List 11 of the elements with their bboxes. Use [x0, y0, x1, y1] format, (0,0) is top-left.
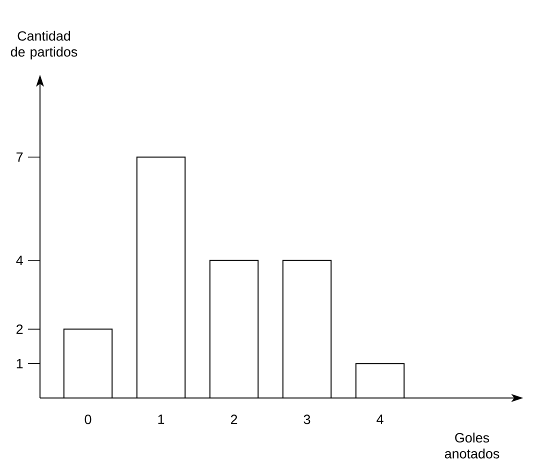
x-tick-label: 4 — [376, 414, 384, 424]
y-tick-label: 2 — [16, 324, 23, 334]
x-tick-label: 0 — [84, 414, 92, 424]
y-tick-label: 1 — [16, 358, 23, 368]
x-tick-label: 2 — [230, 414, 238, 424]
y-tick-label: 4 — [16, 256, 23, 265]
y-tick-label: 7 — [16, 152, 23, 162]
x-tick-label: 1 — [158, 414, 164, 424]
y-axis-title: Cantidad de partidos — [10, 30, 78, 60]
x-axis-title: Goles anotados — [444, 432, 500, 458]
x-tick-label: 3 — [304, 414, 310, 424]
